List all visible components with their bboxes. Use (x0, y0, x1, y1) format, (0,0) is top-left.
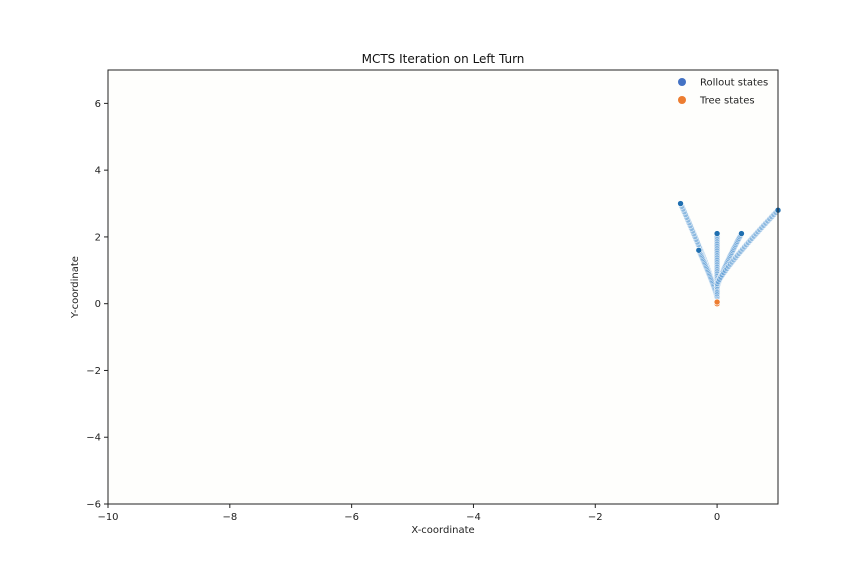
rollout-point (713, 242, 721, 250)
y-axis-label: Y-coordinate (70, 256, 81, 319)
legend-marker (678, 96, 686, 104)
rollout-point (713, 265, 721, 273)
y-tick-label: 4 (95, 166, 101, 177)
rollout-point (713, 253, 721, 260)
rollout-point (713, 263, 721, 271)
rollout-branch (713, 206, 782, 287)
rollout-point (713, 256, 721, 264)
x-tick-label: −4 (466, 512, 481, 523)
y-tick-label: 0 (95, 299, 101, 310)
legend-marker (678, 78, 686, 86)
rollout-point (739, 245, 746, 253)
x-tick-label: −6 (344, 512, 359, 523)
rollout-endpoint (713, 230, 721, 237)
rollout-point (713, 239, 721, 246)
rollout-endpoint (677, 200, 684, 207)
y-tick-label: −6 (86, 500, 101, 511)
rollout-endpoint (695, 246, 703, 254)
y-tick-label: 6 (95, 99, 101, 110)
legend-label: Rollout states (700, 78, 768, 89)
rollout-point (733, 252, 741, 259)
y-axis: −6 −4 −2 0 2 4 6 (86, 99, 108, 511)
rollout-branch (713, 230, 721, 297)
rollout-point (713, 260, 721, 267)
plot-frame (107, 69, 779, 505)
rollout-point (713, 244, 721, 252)
x-axis: −10 −8 −6 −4 −2 0 (97, 504, 720, 523)
rollout-point (737, 247, 745, 255)
rollout-point (732, 254, 739, 262)
chart-title: MCTS Iteration on Left Turn (362, 52, 525, 66)
rollout-endpoint (738, 230, 745, 237)
plot-area (108, 70, 778, 504)
legend-label: Tree states (699, 96, 755, 107)
y-tick-label: −4 (86, 433, 101, 444)
rollout-point (713, 246, 721, 253)
rollout-point (713, 258, 721, 266)
x-axis-label: X-coordinate (411, 525, 474, 536)
rollout-point (713, 251, 721, 259)
tree-point (713, 298, 721, 306)
y-tick-label: −2 (86, 366, 101, 377)
x-tick-label: −2 (588, 512, 603, 523)
x-tick-label: −10 (97, 512, 118, 523)
x-tick-label: −8 (222, 512, 237, 523)
rollout-point (735, 250, 743, 257)
rollout-point (713, 255, 721, 262)
legend: Rollout states Tree states (678, 78, 768, 107)
rollout-point (713, 262, 721, 269)
rollout-point (741, 243, 748, 251)
y-tick-label: 2 (95, 232, 101, 243)
rollout-point (713, 237, 721, 244)
x-tick-label: 0 (714, 512, 720, 523)
rollout-point (713, 247, 721, 255)
rollout-branch (695, 246, 721, 301)
rollout-point (713, 290, 721, 297)
rollout-point (730, 256, 738, 264)
data-marks (677, 200, 782, 307)
rollout-point (713, 288, 721, 296)
rollout-point (713, 240, 721, 248)
rollout-point (713, 249, 721, 257)
